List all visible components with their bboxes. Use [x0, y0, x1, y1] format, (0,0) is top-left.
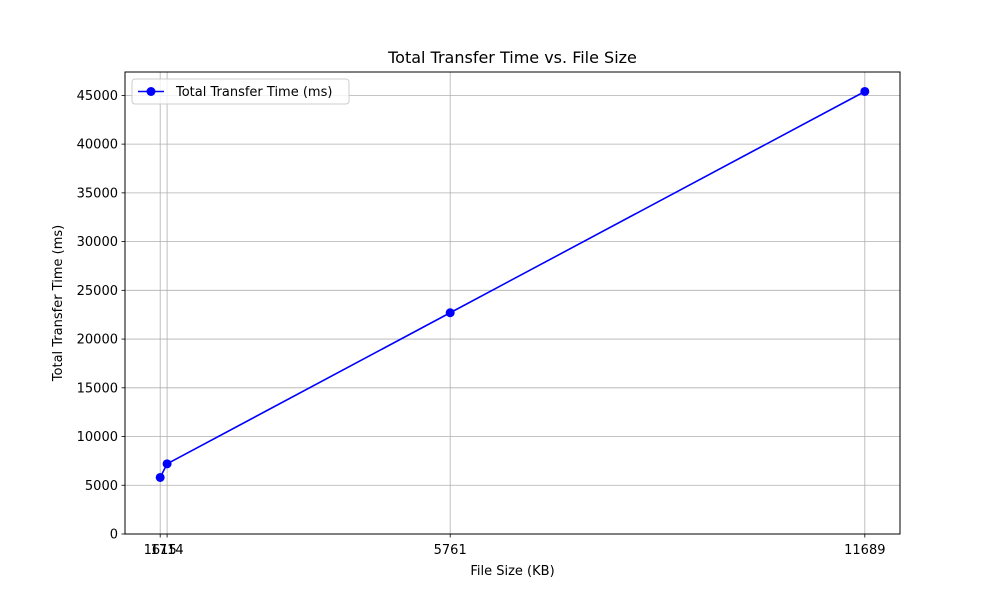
y-tick-label: 15000 — [77, 381, 118, 396]
data-point — [155, 472, 165, 482]
x-tick-label: 11689 — [844, 543, 885, 558]
y-axis-label: Total Transfer Time (ms) — [51, 225, 66, 382]
legend-box — [131, 78, 350, 105]
axis-ticks: 0 5000 10000 15000 20000 25000 30000 35000 40000… — [77, 89, 886, 558]
x-axis-label: File Size (KB) — [470, 564, 554, 579]
y-tick-label: 20000 — [77, 333, 118, 348]
legend: Total Transfer Time (ms) — [131, 78, 350, 105]
data-point — [445, 308, 455, 318]
chart-title: Total Transfer Time vs. File Size — [387, 48, 637, 67]
x-tick-label: 1714 — [151, 543, 184, 558]
x-tick-label: 5761 — [434, 543, 467, 558]
data-point — [860, 86, 870, 96]
series-layer — [155, 86, 870, 482]
y-tick-label: 35000 — [77, 186, 118, 201]
grid-lines — [125, 72, 900, 535]
y-tick-label: 5000 — [85, 479, 118, 494]
y-tick-label: 45000 — [77, 89, 118, 104]
y-tick-label: 40000 — [77, 138, 118, 153]
y-tick-label: 0 — [110, 528, 118, 543]
legend-marker — [146, 87, 156, 96]
data-point — [162, 459, 172, 469]
y-tick-label: 10000 — [77, 430, 118, 445]
legend-entry-label: Total Transfer Time (ms) — [175, 85, 332, 100]
plot-area-frame — [124, 71, 901, 535]
y-tick-label: 25000 — [77, 284, 118, 299]
series-line — [159, 90, 866, 478]
x-tick-label: 1615 — [144, 543, 177, 558]
y-tick-label: 30000 — [77, 235, 118, 250]
